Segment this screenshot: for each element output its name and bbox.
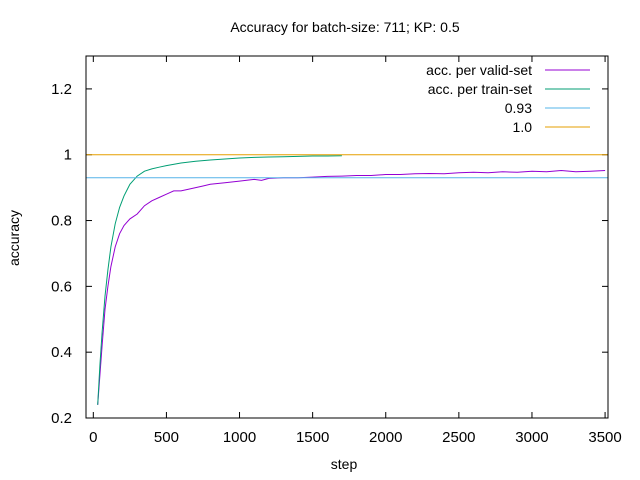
axis-ticks: 0 500 1000 1500 2000 2500 3000 3500 0.2 0.4 0.6 0.8… [51, 56, 622, 446]
x-tick-label: 1000 [223, 429, 256, 446]
series-line-acc-per-train-set [97, 155, 342, 405]
x-tick-label: 500 [154, 429, 179, 446]
y-tick-label: 1 [64, 147, 72, 164]
x-tick-label: 2500 [442, 429, 475, 446]
legend-label: 1.0 [513, 119, 533, 135]
plot-frame [85, 55, 609, 419]
series-line-acc-per-valid-set [97, 169, 606, 405]
x-tick-label: 3500 [588, 429, 621, 446]
legend-label: 0.93 [505, 100, 532, 116]
legend-label: acc. per train-set [428, 81, 532, 97]
x-tick-label: 2000 [369, 429, 402, 446]
y-tick-label: 0.4 [51, 344, 72, 361]
plot-lines [86, 154, 608, 405]
legend: acc. per valid-set acc. per train-set 0.93… [426, 62, 590, 135]
y-tick-label: 0.2 [51, 410, 72, 427]
y-tick-label: 0.6 [51, 278, 72, 295]
x-tick-label: 0 [89, 429, 97, 446]
x-axis-label: step [331, 456, 358, 472]
y-tick-label: 1.2 [51, 81, 72, 98]
x-tick-label: 1500 [296, 429, 329, 446]
x-tick-label: 3000 [515, 429, 548, 446]
legend-label: acc. per valid-set [426, 62, 532, 78]
chart-title: Accuracy for batch-size: 711; KP: 0.5 [230, 19, 460, 35]
y-tick-label: 0.8 [51, 213, 72, 230]
y-axis-label: accuracy [6, 210, 22, 266]
